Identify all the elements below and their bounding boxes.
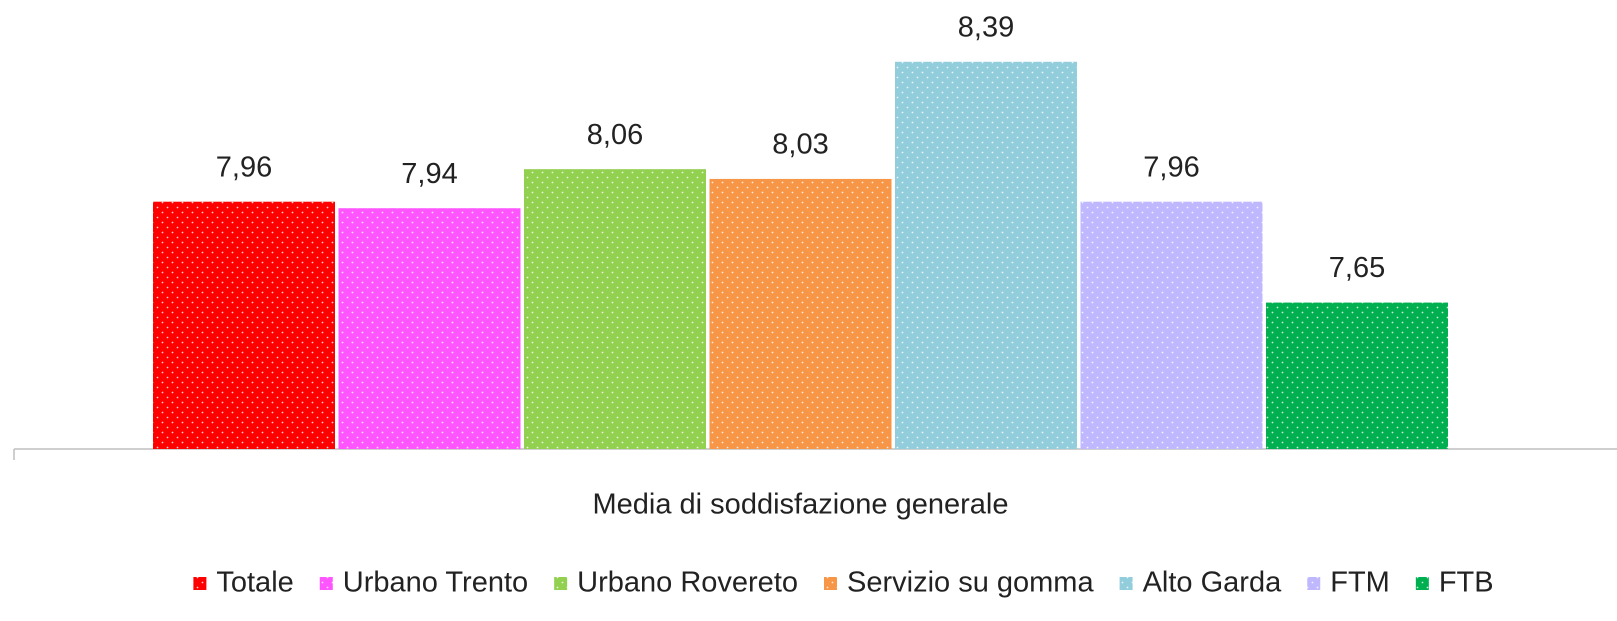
legend-swatch <box>1119 577 1133 590</box>
bar <box>1080 201 1263 449</box>
data-label: 7,94 <box>401 158 457 190</box>
x-tick-label: Media di soddisfazione generale <box>593 489 1009 521</box>
bar <box>1266 302 1448 449</box>
legend-label: Urbano Rovereto <box>577 567 798 599</box>
legend-label: Urbano Trento <box>343 567 528 599</box>
bar <box>153 201 335 449</box>
legend-label: Alto Garda <box>1143 567 1282 599</box>
data-label: 7,96 <box>216 151 272 183</box>
legend-swatch <box>1307 577 1321 590</box>
bar <box>895 61 1077 450</box>
legend-label: FTM <box>1330 567 1390 599</box>
legend-label: Servizio su gomma <box>847 567 1094 599</box>
data-label: 7,65 <box>1329 252 1385 284</box>
legend-swatch <box>1415 577 1429 590</box>
bar <box>709 178 892 449</box>
legend-swatch <box>824 577 838 590</box>
legend-label: FTB <box>1439 567 1494 599</box>
legend-swatch <box>554 577 568 590</box>
bar <box>524 169 706 449</box>
data-label: 8,03 <box>772 129 828 161</box>
data-label: 7,96 <box>1143 151 1199 183</box>
bar <box>338 208 521 449</box>
data-label: 8,39 <box>958 11 1014 43</box>
legend-label: Totale <box>216 567 293 599</box>
data-label: 8,06 <box>587 119 643 151</box>
legend-swatch <box>193 577 207 590</box>
legend-swatch <box>319 577 333 590</box>
